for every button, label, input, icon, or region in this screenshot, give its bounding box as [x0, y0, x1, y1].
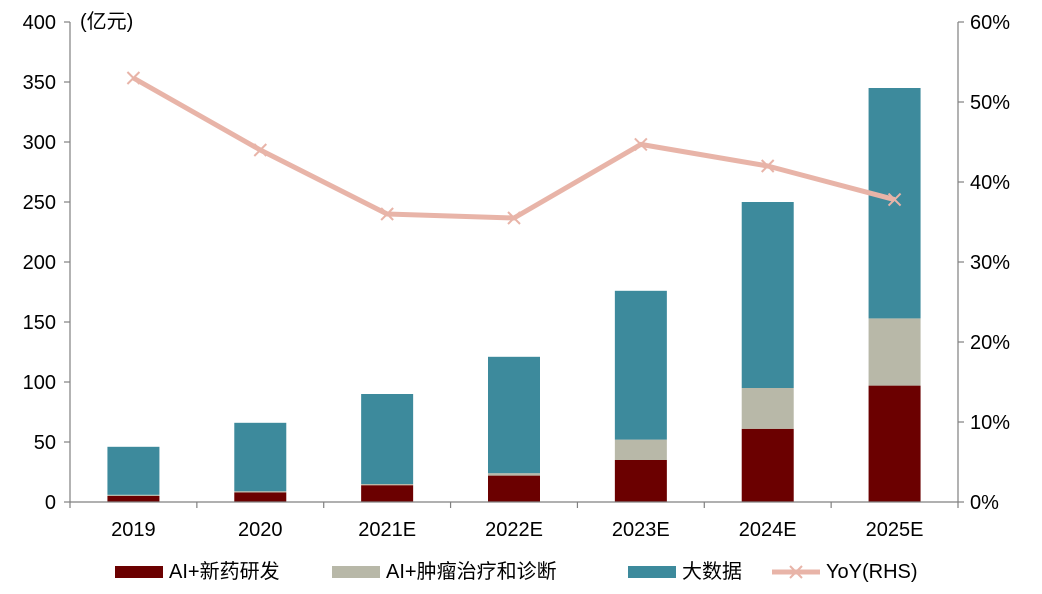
- yoy-line-series: [126, 71, 902, 225]
- y-tick-label: 350: [23, 72, 56, 94]
- y-tick-label: 50: [34, 432, 56, 454]
- bar-segment: [234, 491, 287, 493]
- yoy-line: [132, 75, 896, 221]
- x-tick-label: 2019: [111, 519, 156, 541]
- yoy-point: [634, 137, 648, 152]
- bar-segment: [234, 492, 287, 502]
- y-tick-label: 150: [23, 312, 56, 334]
- legend-label: AI+肿瘤治疗和诊断: [386, 560, 557, 583]
- y-tick-label: 100: [23, 372, 56, 394]
- axes: [69, 22, 959, 508]
- y-tick-label: 300: [23, 132, 56, 154]
- bar-segment: [488, 356, 540, 474]
- bar-segment: [614, 439, 667, 460]
- y2-tick-label: 50%: [970, 92, 1010, 114]
- bar-segment: [107, 496, 160, 502]
- bar-segment: [868, 385, 921, 502]
- y2-tick-label: 20%: [970, 332, 1010, 354]
- bar-segment: [107, 446, 160, 495]
- legend-swatch: [115, 566, 163, 578]
- x-tick-label: 2024E: [739, 519, 797, 541]
- legend-item: AI+新药研发: [115, 560, 280, 583]
- bar-segment: [361, 394, 414, 484]
- legend-item: AI+肿瘤治疗和诊断: [332, 560, 557, 583]
- bar-segment: [361, 484, 414, 486]
- y-tick-label: 0: [45, 492, 56, 514]
- legend-item: YoY(RHS): [772, 561, 918, 583]
- y2-tick-label: 60%: [970, 12, 1010, 34]
- x-tick-label: 2021E: [358, 519, 416, 541]
- legend-label: 大数据: [682, 560, 742, 583]
- yoy-point: [887, 192, 902, 207]
- yoy-point: [507, 211, 521, 225]
- legend-item: 大数据: [628, 560, 742, 583]
- y2-tick-label: 10%: [970, 412, 1010, 434]
- bar-segment: [488, 475, 540, 502]
- bar-segment: [868, 318, 921, 386]
- y-tick-label: 400: [23, 12, 56, 34]
- yoy-point: [126, 71, 141, 85]
- legend-label: YoY(RHS): [826, 561, 918, 583]
- bar-segment: [741, 388, 794, 429]
- bar-segment: [614, 290, 667, 440]
- bar-segment: [361, 485, 414, 502]
- legend-swatch: [332, 566, 380, 578]
- x-tick-label: 2022E: [485, 519, 543, 541]
- yoy-point: [253, 143, 267, 157]
- x-axis: 2019 2020 2021E 2022E 2023E 2024E 2025E: [111, 519, 923, 541]
- bars: [107, 88, 921, 502]
- bar-segment: [741, 428, 794, 502]
- x-tick-label: 2023E: [612, 519, 670, 541]
- bar-segment: [107, 494, 160, 496]
- y-tick-label: 250: [23, 192, 56, 214]
- bar-segment: [868, 88, 921, 319]
- yoy-point: [380, 207, 394, 221]
- bar-segment: [614, 460, 667, 502]
- y-axis-right: 0% 10% 20% 30% 40% 50% 60%: [958, 12, 1010, 514]
- bar-segment: [741, 202, 794, 388]
- yoy-point: [761, 159, 775, 173]
- bar-segment: [234, 422, 287, 492]
- y-unit-label: (亿元): [80, 10, 133, 33]
- x-tick-label: 2020: [238, 519, 283, 541]
- y2-tick-label: 40%: [970, 172, 1010, 194]
- bar-segment: [488, 473, 540, 476]
- y-axis-left: 0 50 100 150 200 250 300 350 400: [23, 12, 70, 514]
- y2-tick-label: 30%: [970, 252, 1010, 274]
- x-tick-label: 2025E: [866, 519, 924, 541]
- legend-swatch: [628, 566, 676, 578]
- y2-tick-label: 0%: [970, 492, 999, 514]
- y-tick-label: 200: [23, 252, 56, 274]
- legend: AI+新药研发 AI+肿瘤治疗和诊断 大数据 YoY(RHS): [115, 560, 918, 583]
- legend-label: AI+新药研发: [169, 560, 280, 583]
